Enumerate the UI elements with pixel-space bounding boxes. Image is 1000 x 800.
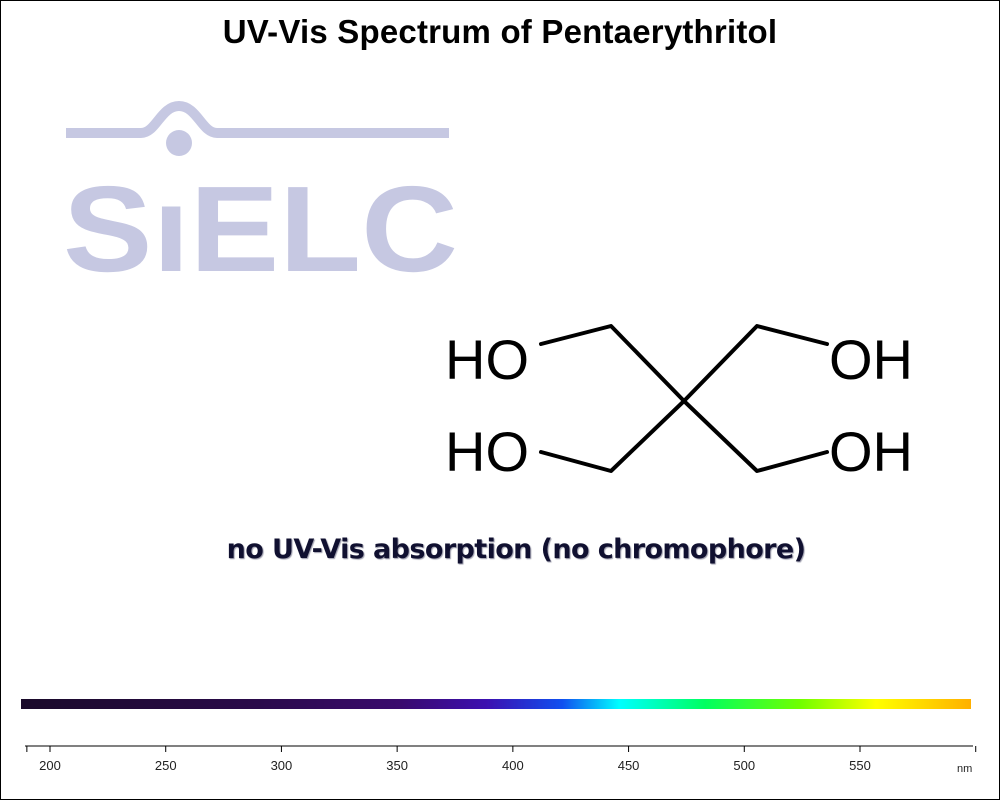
- x-tick-label: 350: [386, 758, 408, 773]
- group-bottom-left: HO: [445, 420, 529, 483]
- x-axis-ticks: 200 250 300 350 400 450 500 550: [26, 746, 977, 773]
- x-tick-label: 550: [849, 758, 871, 773]
- spectrum-color-bar: [21, 699, 971, 709]
- x-tick-label: 500: [733, 758, 755, 773]
- absorption-note: no UV-Vis absorption (no chromophore): [226, 534, 806, 565]
- group-top-left: HO: [445, 328, 529, 391]
- x-tick-label: 400: [502, 758, 524, 773]
- pentaerythritol-structure: HO HO OH OH: [445, 324, 913, 483]
- group-bottom-right: OH: [829, 420, 913, 483]
- svg-text:SıELC: SıELC: [63, 161, 458, 281]
- x-axis-unit: nm: [957, 763, 972, 775]
- x-tick-label: 250: [155, 758, 177, 773]
- chart-title: UV-Vis Spectrum of Pentaerythritol: [222, 13, 778, 50]
- group-top-right: OH: [829, 328, 913, 391]
- sielc-logo: SıELC: [63, 101, 458, 281]
- x-axis: 200 250 300 350 400 450 500 550 nm: [25, 745, 977, 775]
- x-tick-label: 300: [271, 758, 293, 773]
- x-tick-label: 200: [39, 758, 61, 773]
- x-tick-label: 450: [618, 758, 640, 773]
